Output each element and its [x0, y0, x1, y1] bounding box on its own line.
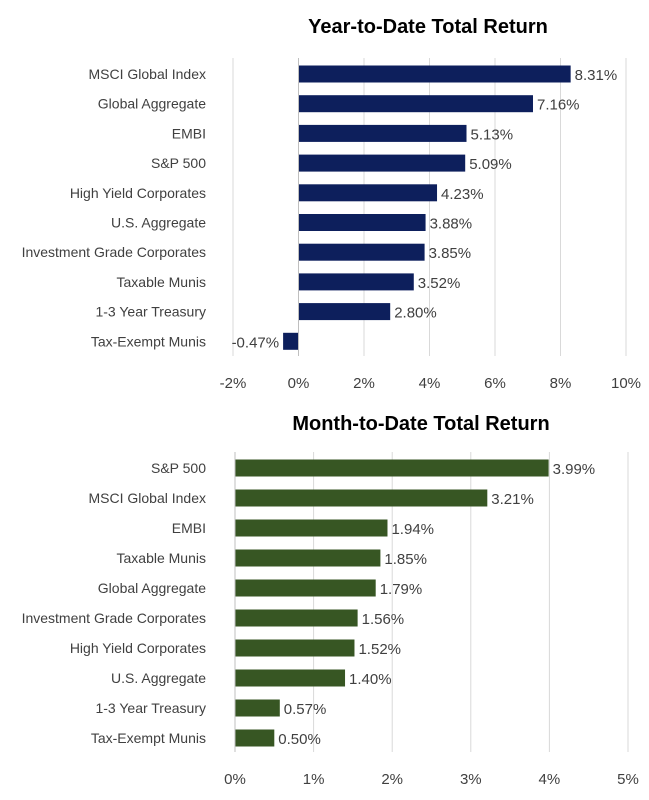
mtd-data-label: 3.99% — [553, 461, 596, 478]
mtd-tick-label: 2% — [381, 771, 403, 788]
ytd-category-label: 1-3 Year Treasury — [95, 304, 206, 320]
ytd-category-label: Tax-Exempt Munis — [91, 333, 206, 349]
mtd-bar — [235, 549, 381, 567]
ytd-data-label: 4.23% — [441, 186, 484, 203]
ytd-tick-label: 8% — [550, 375, 572, 392]
mtd-category-label: S&P 500 — [151, 460, 206, 476]
mtd-data-label: 0.50% — [278, 731, 321, 748]
ytd-bar — [298, 154, 466, 172]
ytd-bar — [298, 273, 414, 291]
mtd-data-label: 3.21% — [491, 491, 534, 508]
mtd-bar — [235, 699, 280, 717]
mtd-chart-title: Month-to-Date Total Return — [292, 413, 549, 435]
ytd-data-label: 3.52% — [418, 275, 461, 292]
ytd-bar — [298, 65, 571, 83]
mtd-category-label: EMBI — [172, 520, 206, 536]
mtd-tick-label: 5% — [617, 771, 639, 788]
mtd-data-label: 1.40% — [349, 671, 392, 688]
ytd-bar — [298, 95, 533, 113]
mtd-category-label: Tax-Exempt Munis — [91, 730, 206, 746]
mtd-data-label: 1.79% — [380, 581, 423, 598]
ytd-chart: Year-to-Date Total Return MSCI Global Ind… — [22, 16, 641, 392]
ytd-category-label: S&P 500 — [151, 155, 206, 171]
ytd-bar — [298, 303, 391, 321]
mtd-bar — [235, 459, 549, 477]
mtd-category-label: MSCI Global Index — [89, 490, 207, 506]
mtd-category-label: High Yield Corporates — [70, 640, 206, 656]
mtd-bar — [235, 489, 488, 507]
mtd-bar — [235, 639, 355, 657]
mtd-tick-label: 1% — [303, 771, 325, 788]
ytd-data-label: 7.16% — [537, 97, 580, 114]
ytd-bar — [298, 243, 425, 261]
ytd-tick-label: 0% — [288, 375, 310, 392]
mtd-data-label: 0.57% — [284, 701, 327, 718]
mtd-tick-label: 3% — [460, 771, 482, 788]
ytd-category-label: Global Aggregate — [98, 96, 206, 112]
mtd-bar — [235, 669, 346, 687]
mtd-category-label: Global Aggregate — [98, 580, 206, 596]
ytd-tick-label: 2% — [353, 375, 375, 392]
ytd-chart-title: Year-to-Date Total Return — [308, 16, 548, 38]
ytd-data-label: 3.88% — [430, 216, 473, 233]
ytd-tick-label: 6% — [484, 375, 506, 392]
mtd-bar — [235, 609, 358, 627]
mtd-bar — [235, 519, 388, 537]
mtd-chart: Month-to-Date Total Return S&P 500 3.99% MS… — [22, 413, 639, 788]
mtd-bar — [235, 729, 275, 747]
mtd-data-label: 1.52% — [358, 641, 401, 658]
ytd-category-label: U.S. Aggregate — [111, 215, 206, 231]
mtd-bar — [235, 579, 376, 597]
ytd-data-label: 3.85% — [429, 245, 472, 262]
mtd-category-label: U.S. Aggregate — [111, 670, 206, 686]
ytd-category-label: MSCI Global Index — [89, 66, 207, 82]
mtd-category-label: 1-3 Year Treasury — [95, 700, 206, 716]
ytd-data-label: -0.47% — [232, 334, 280, 351]
ytd-tick-label: -2% — [220, 375, 247, 392]
mtd-data-label: 1.85% — [384, 551, 427, 568]
ytd-bar — [298, 214, 426, 231]
mtd-category-label: Taxable Munis — [117, 550, 207, 566]
ytd-category-label: High Yield Corporates — [70, 185, 206, 201]
mtd-tick-label: 4% — [539, 771, 561, 788]
ytd-tick-label: 10% — [611, 375, 641, 392]
ytd-data-label: 5.09% — [469, 156, 512, 173]
ytd-category-label: Investment Grade Corporates — [22, 244, 206, 260]
ytd-bar — [298, 184, 438, 202]
ytd-data-label: 2.80% — [394, 305, 437, 322]
mtd-data-label: 1.56% — [362, 611, 405, 628]
ytd-bar — [283, 332, 299, 350]
ytd-bar — [298, 124, 467, 142]
mtd-data-label: 1.94% — [391, 521, 434, 538]
ytd-tick-label: 4% — [419, 375, 441, 392]
ytd-category-label: EMBI — [172, 125, 206, 141]
mtd-tick-label: 0% — [224, 771, 246, 788]
ytd-category-label: Taxable Munis — [117, 274, 207, 290]
ytd-data-label: 8.31% — [575, 67, 618, 84]
ytd-data-label: 5.13% — [471, 126, 514, 143]
mtd-category-label: Investment Grade Corporates — [22, 610, 206, 626]
